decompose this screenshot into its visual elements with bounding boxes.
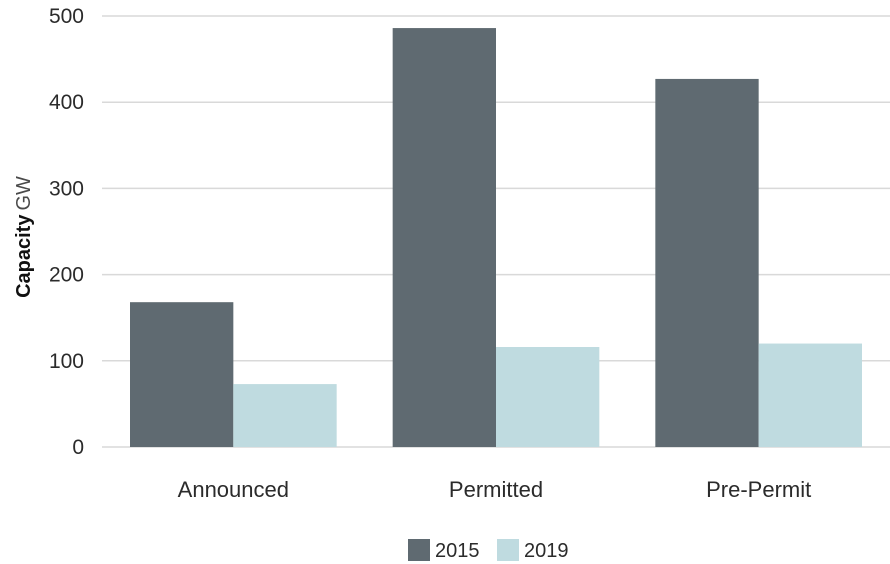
- legend-swatch-2015: [408, 539, 430, 561]
- bar-permitted-2019: [496, 347, 600, 447]
- legend-swatch-2019: [497, 539, 519, 561]
- bars: [130, 28, 862, 448]
- bar-announced-2015: [130, 302, 234, 447]
- y-axis-ticks: 0 100 200 300 400 500: [49, 5, 84, 459]
- x-category-label: Announced: [178, 477, 289, 502]
- y-axis-label-unit: GW: [13, 176, 35, 211]
- y-tick-label: 500: [49, 5, 84, 28]
- legend: 2015 2019: [408, 539, 569, 562]
- bar-permitted-2015: [392, 28, 496, 448]
- x-axis-categories: Announced Permitted Pre-Permit: [178, 477, 812, 502]
- x-category-label: Permitted: [449, 477, 543, 502]
- legend-label-2019: 2019: [524, 540, 569, 562]
- y-axis-label: Capacity GW: [13, 176, 35, 298]
- legend-label-2015: 2015: [435, 540, 480, 562]
- x-category-label: Pre-Permit: [706, 477, 811, 502]
- bar-announced-2019: [233, 384, 337, 447]
- bar-pre-permit-2015: [655, 78, 759, 448]
- y-tick-label: 0: [72, 436, 84, 459]
- y-axis-label-bold: Capacity: [13, 214, 35, 298]
- y-tick-label: 400: [49, 91, 84, 114]
- bar-pre-permit-2019: [758, 343, 862, 447]
- y-tick-label: 300: [49, 177, 84, 200]
- y-tick-label: 200: [49, 264, 84, 287]
- y-tick-label: 100: [49, 350, 84, 373]
